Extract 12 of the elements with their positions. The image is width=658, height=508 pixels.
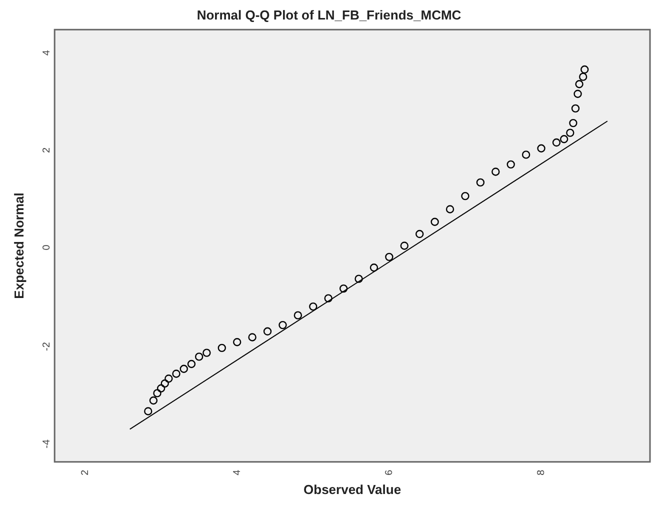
y-tick-label: -2 [41, 342, 52, 352]
x-tick-label: 2 [80, 469, 91, 476]
chart-title: Normal Q-Q Plot of LN_FB_Friends_MCMC [196, 7, 462, 22]
y-axis-title: Expected Normal [11, 192, 26, 299]
x-axis-title: Observed Value [304, 482, 402, 497]
y-tick-label: 2 [41, 146, 52, 153]
x-tick-label: 6 [384, 469, 395, 476]
y-tick-label: -4 [41, 439, 52, 448]
x-tick-label: 4 [232, 469, 243, 476]
x-tick-label: 8 [536, 469, 548, 476]
y-tick-label: 0 [41, 244, 52, 250]
y-tick-label: 4 [41, 50, 52, 56]
